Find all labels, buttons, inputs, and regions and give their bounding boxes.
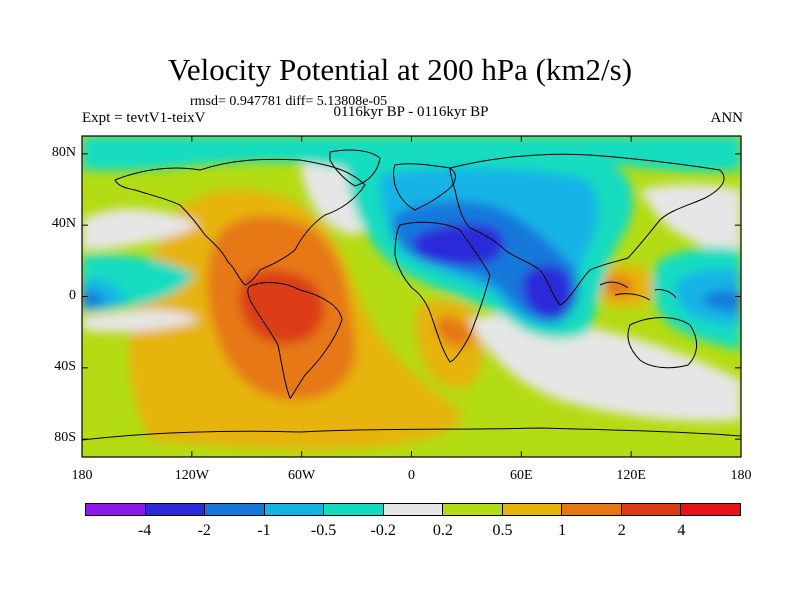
colorbar-label: -4: [137, 522, 152, 539]
colorbar-swatch: [621, 504, 682, 515]
colorbar-label: -1: [257, 522, 271, 539]
y-tick-label: 40N: [51, 216, 76, 232]
coast-australia: [627, 317, 697, 369]
colorbar-label: 0.5: [492, 522, 513, 539]
coast-africa: [394, 221, 491, 363]
x-tick-label: 120E: [616, 468, 646, 483]
y-tick-label: 80N: [51, 144, 76, 160]
contour-indian-2: [522, 265, 572, 319]
colorbar-label: 0.2: [432, 522, 453, 539]
coast-asia: [449, 153, 725, 306]
experiment-label: Expt = tevtV1-teixV: [82, 110, 206, 126]
y-tick-label: 80S: [54, 430, 76, 446]
statistics-line: rmsd= 0.947781 diff= 5.13808e-05: [190, 94, 388, 109]
contour-southam-2: [239, 270, 324, 344]
coast-maritime: [599, 281, 677, 301]
plot-title: Velocity Potential at 200 hPa (km2/s): [167, 52, 633, 87]
colorbar-label: 2: [617, 522, 626, 539]
colorbar-swatch: [205, 504, 265, 515]
colorbar-swatch: [502, 504, 563, 515]
x-tick-label: 180: [730, 468, 752, 483]
colorbar-swatch: [86, 504, 146, 515]
y-tick-label: 40S: [54, 358, 76, 374]
colorbar-swatch: [264, 504, 325, 515]
contour-neutral-south: [470, 313, 741, 422]
coast-antarctica: [82, 427, 741, 441]
x-tick-label: 0: [408, 468, 415, 483]
colorbar-label: -2: [197, 522, 211, 539]
contour-middleeast-2: [412, 224, 505, 266]
colorbar-label: -0.5: [310, 522, 337, 539]
contour-neutral-east: [640, 184, 741, 260]
contour-neutral-pacific: [82, 208, 200, 332]
contour-arctic-0.2: [82, 136, 741, 173]
colorbar-label: 1: [558, 522, 567, 539]
colorbar-swatch: [383, 504, 444, 515]
x-tick-label: 120W: [174, 468, 209, 483]
colorbar: [85, 503, 741, 516]
x-tick-label: 60E: [510, 468, 533, 483]
contour-maritime-1: [604, 276, 634, 297]
coast-europe: [393, 163, 456, 211]
colorbar-swatch: [562, 504, 622, 515]
contour-pacific-west-1: [703, 290, 741, 311]
axis-ticks: [81, 136, 742, 457]
contour-pacific-east-1: [82, 291, 105, 307]
colorbar-swatch: [443, 504, 503, 515]
x-tick-label: 180: [71, 468, 93, 483]
coast-south-america: [247, 282, 343, 399]
period-label: 0116kyr BP - 0116kyr BP: [333, 104, 489, 120]
contour-field: [82, 136, 741, 457]
colorbar-swatch: [324, 504, 384, 515]
coastlines: [82, 149, 741, 441]
season-label: ANN: [710, 110, 744, 126]
coast-greenland: [329, 149, 381, 187]
contour-africa-1: [435, 316, 473, 347]
colorbar-label: -0.2: [370, 522, 396, 539]
colorbar-swatch: [145, 504, 206, 515]
x-tick-label: 60W: [288, 468, 316, 483]
y-tick-label: 0: [69, 287, 76, 303]
colorbar-swatch: [681, 504, 741, 515]
colorbar-label: 4: [677, 522, 686, 539]
coast-north-america: [114, 158, 366, 286]
